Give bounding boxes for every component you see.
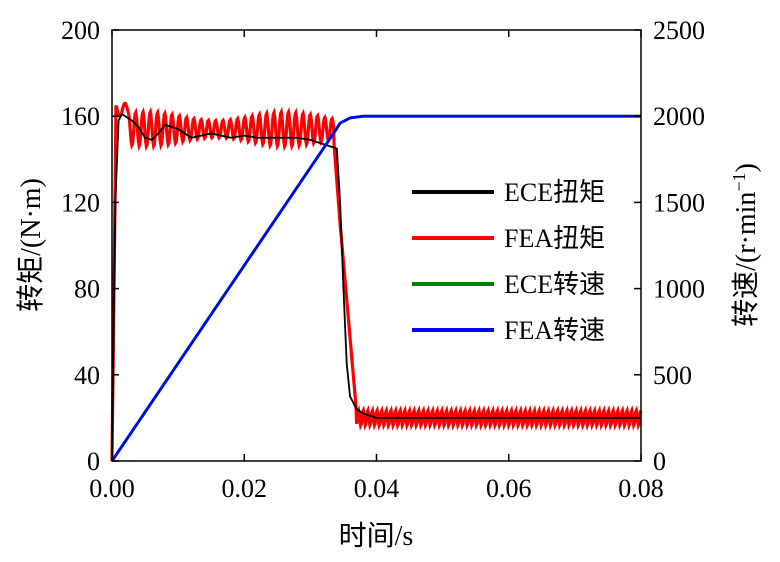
- legend-fea-speed-label: FEA转速: [504, 316, 605, 345]
- y-tick-left-label: 160: [61, 102, 100, 131]
- y-axis-right-label-base: 转速/(r·min: [730, 192, 762, 327]
- y-tick-left-label: 120: [61, 188, 100, 217]
- y-axis-right-label: 转速/(r·min−1): [729, 163, 762, 327]
- series-fea-speed-line: [110, 114, 641, 462]
- x-tick-label: 0.04: [354, 474, 400, 503]
- y-tick-right-label: 1000: [653, 275, 705, 304]
- y-tick-right-label: 500: [653, 361, 692, 390]
- y-tick-left-label: 0: [87, 447, 100, 476]
- legend-fea-torque-label: FEA扭矩: [504, 224, 605, 253]
- y-tick-right-label: 0: [653, 447, 666, 476]
- plot-lines: [110, 101, 643, 462]
- y-axis-left-label: 转矩/(N·m): [15, 178, 47, 312]
- y-tick-left-label: 80: [74, 275, 100, 304]
- series-ece-torque-line: [111, 112, 641, 462]
- y-tick-left-label: 40: [74, 361, 100, 390]
- x-axis-label: 时间/s: [339, 520, 414, 552]
- y-axis-right-label-close: ): [731, 163, 762, 172]
- x-tick-label: 0.02: [222, 474, 268, 503]
- x-tick-label: 0.06: [486, 474, 532, 503]
- legend-ece-torque-label: ECE扭矩: [504, 178, 605, 207]
- series-fea-torque-line: [110, 101, 643, 462]
- y-axis-right-label-sup: −1: [729, 172, 749, 191]
- x-tick-label: 0.00: [89, 474, 135, 503]
- x-tick-label: 0.08: [618, 474, 664, 503]
- y-tick-right-label: 2500: [653, 16, 705, 45]
- y-tick-left-label: 200: [61, 16, 100, 45]
- y-tick-right-label: 2000: [653, 102, 705, 131]
- y-tick-right-label: 1500: [653, 188, 705, 217]
- ticks: 0.00 0.02 0.04 0.06 0.0804080120160200050010…: [61, 16, 705, 503]
- legend-ece-speed-label: ECE转速: [504, 270, 605, 299]
- legend: ECE扭矩 FEA扭矩 ECE转速 FEA转速: [412, 178, 605, 345]
